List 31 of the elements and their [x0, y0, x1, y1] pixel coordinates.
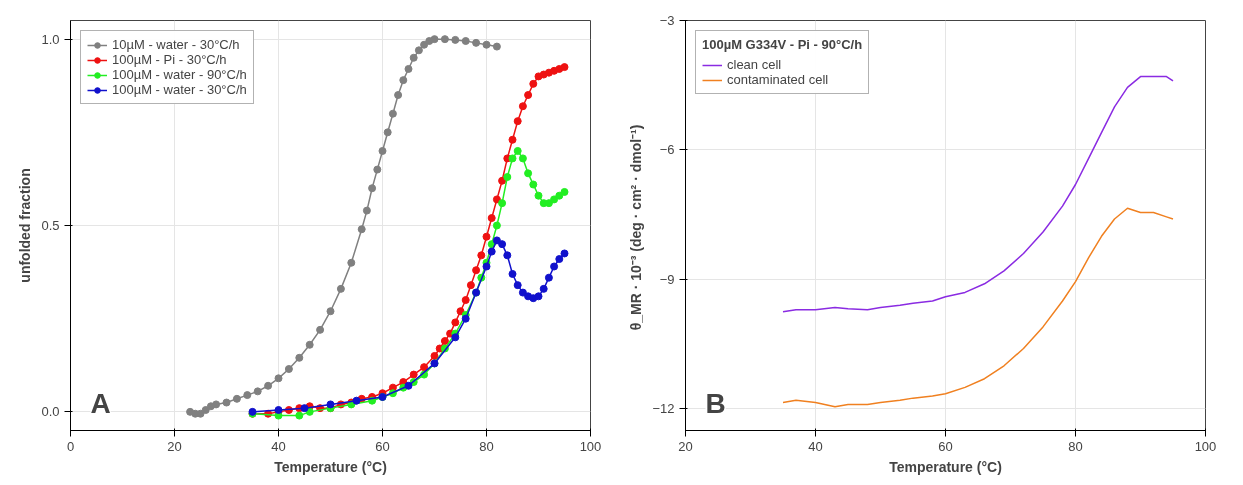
y-tick-label: 0.5	[41, 218, 60, 233]
legend-label: contaminated cell	[727, 72, 829, 87]
y-axis-title: θ_MR · 10⁻³ (deg · cm² · dmol⁻¹)	[628, 124, 645, 331]
y-tick-label: −3	[659, 13, 675, 28]
legend-label: 100µM - water - 30°C/h	[112, 82, 247, 97]
y-tick-label: −9	[659, 271, 675, 287]
annotation: A	[90, 387, 111, 419]
y-tick-label: 1.0	[41, 31, 60, 47]
x-tick-label: 40	[271, 438, 286, 454]
y-tick-label: −6	[659, 142, 675, 158]
x-tick-label: 100	[1194, 438, 1217, 454]
x-tick-label: 40	[808, 438, 823, 454]
x-tick-label: 0	[66, 438, 75, 454]
legend-label: 100µM - Pi - 30°C/h	[112, 52, 227, 67]
legend-label: clean cell	[727, 57, 782, 72]
x-tick-label: 60	[375, 438, 390, 454]
legend-title: 100µM G334V - Pi - 90°C/h	[702, 37, 863, 52]
annotation: B	[705, 387, 726, 419]
x-tick-label: 60	[938, 438, 953, 454]
legend-label: 100µM - water - 90°C/h	[112, 67, 247, 82]
x-tick-label: 80	[1068, 438, 1083, 454]
y-axis-title: unfolded fraction	[17, 168, 34, 283]
y-tick-label: −12	[652, 401, 675, 417]
x-axis-title: Temperature (°C)	[889, 458, 1002, 475]
x-tick-label: 20	[167, 438, 182, 454]
y-tick-label: 0.0	[41, 404, 60, 420]
legend-label: 10µM - water - 30°C/h	[112, 37, 240, 52]
x-tick-label: 100	[579, 438, 602, 454]
x-tick-label: 80	[479, 438, 494, 454]
x-axis-title: Temperature (°C)	[274, 458, 387, 475]
x-tick-label: 20	[678, 438, 693, 454]
